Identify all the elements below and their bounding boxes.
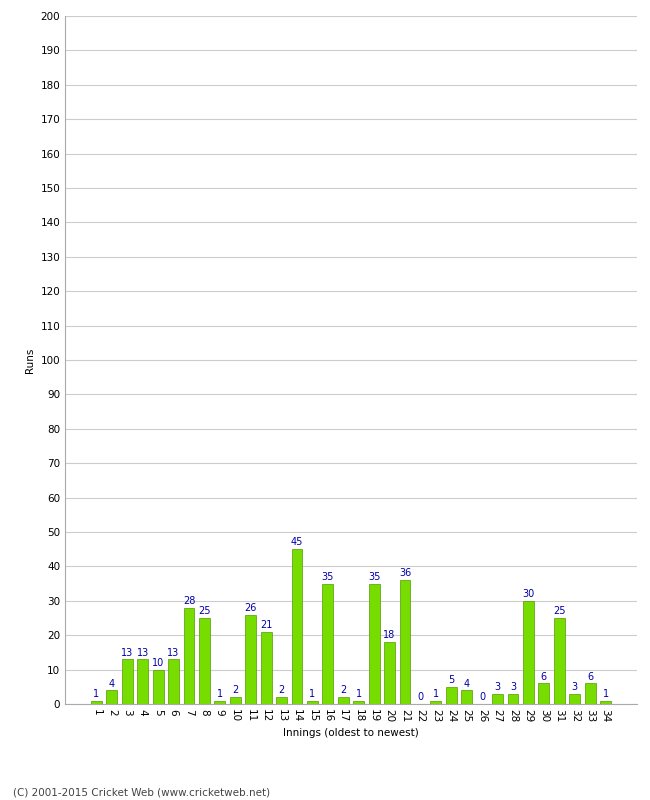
Bar	[338, 697, 348, 704]
Bar	[261, 632, 272, 704]
Bar	[168, 659, 179, 704]
Bar	[214, 701, 226, 704]
Text: 2: 2	[340, 686, 346, 695]
Bar	[492, 694, 503, 704]
Bar	[462, 690, 472, 704]
Bar	[354, 701, 364, 704]
Bar	[245, 614, 256, 704]
Text: 0: 0	[479, 692, 485, 702]
Text: 35: 35	[368, 572, 380, 582]
Text: 2: 2	[232, 686, 239, 695]
Text: 28: 28	[183, 596, 195, 606]
Bar	[292, 549, 302, 704]
Bar	[508, 694, 519, 704]
Bar	[122, 659, 133, 704]
Bar	[183, 608, 194, 704]
Text: 25: 25	[553, 606, 566, 616]
Text: 13: 13	[121, 647, 133, 658]
Bar	[554, 618, 565, 704]
Bar	[585, 683, 595, 704]
Y-axis label: Runs: Runs	[25, 347, 35, 373]
X-axis label: Innings (oldest to newest): Innings (oldest to newest)	[283, 728, 419, 738]
Bar	[153, 670, 164, 704]
Text: 2: 2	[278, 686, 285, 695]
Bar	[538, 683, 549, 704]
Text: 1: 1	[309, 689, 315, 699]
Bar	[523, 601, 534, 704]
Text: 13: 13	[168, 647, 179, 658]
Bar	[384, 642, 395, 704]
Text: 3: 3	[510, 682, 516, 692]
Bar	[569, 694, 580, 704]
Text: 6: 6	[587, 672, 593, 682]
Text: 13: 13	[136, 647, 149, 658]
Text: 36: 36	[399, 569, 411, 578]
Text: 3: 3	[495, 682, 501, 692]
Bar	[91, 701, 102, 704]
Text: 1: 1	[433, 689, 439, 699]
Bar	[276, 697, 287, 704]
Text: 5: 5	[448, 675, 454, 685]
Bar	[400, 580, 410, 704]
Text: 10: 10	[152, 658, 164, 668]
Bar	[307, 701, 318, 704]
Text: 18: 18	[384, 630, 396, 640]
Bar	[199, 618, 210, 704]
Bar	[322, 584, 333, 704]
Text: 6: 6	[541, 672, 547, 682]
Text: 35: 35	[322, 572, 334, 582]
Bar	[230, 697, 240, 704]
Text: 26: 26	[244, 603, 257, 613]
Bar	[137, 659, 148, 704]
Text: 1: 1	[217, 689, 223, 699]
Bar	[369, 584, 380, 704]
Bar	[107, 690, 117, 704]
Text: 1: 1	[94, 689, 99, 699]
Text: (C) 2001-2015 Cricket Web (www.cricketweb.net): (C) 2001-2015 Cricket Web (www.cricketwe…	[13, 787, 270, 798]
Text: 25: 25	[198, 606, 211, 616]
Text: 1: 1	[356, 689, 362, 699]
Bar	[446, 686, 457, 704]
Text: 45: 45	[291, 538, 303, 547]
Text: 21: 21	[260, 620, 272, 630]
Text: 30: 30	[523, 589, 534, 599]
Text: 1: 1	[603, 689, 608, 699]
Bar	[430, 701, 441, 704]
Text: 3: 3	[572, 682, 578, 692]
Text: 0: 0	[417, 692, 424, 702]
Text: 4: 4	[463, 678, 470, 689]
Text: 4: 4	[109, 678, 115, 689]
Bar	[600, 701, 611, 704]
